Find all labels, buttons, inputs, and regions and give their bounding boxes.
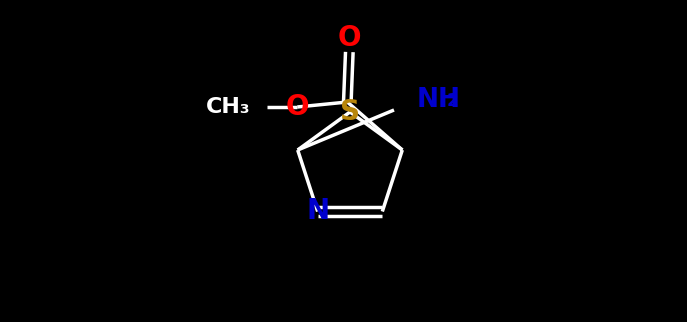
Text: O: O <box>286 93 309 121</box>
Text: O: O <box>337 24 361 52</box>
Text: S: S <box>340 98 360 126</box>
Text: NH: NH <box>417 87 461 113</box>
Text: N: N <box>306 197 329 225</box>
Text: 2: 2 <box>447 92 459 110</box>
Text: CH₃: CH₃ <box>205 97 250 117</box>
